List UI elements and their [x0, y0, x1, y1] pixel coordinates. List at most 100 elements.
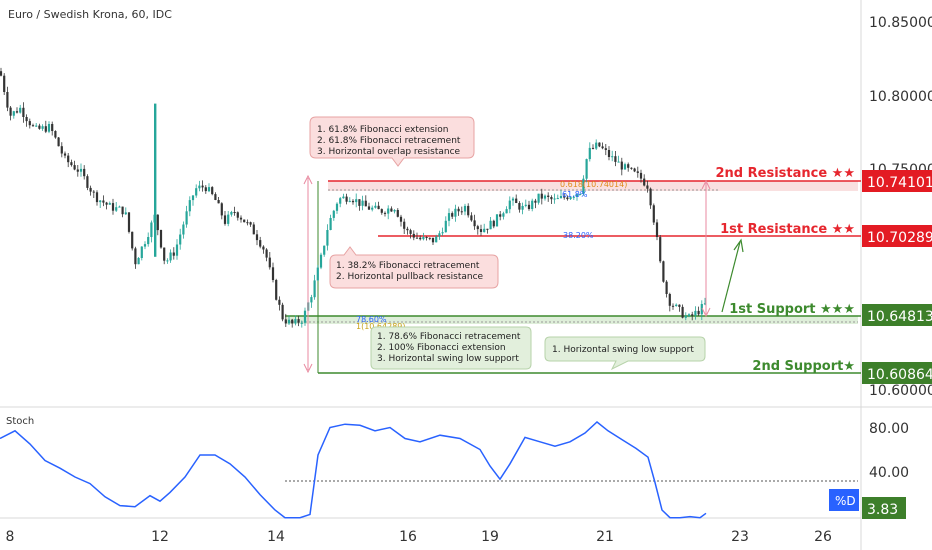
- candle-body: [342, 196, 345, 199]
- candle-body: [492, 220, 495, 227]
- candle-body: [297, 319, 300, 323]
- candle-body: [246, 222, 249, 224]
- svg-text:10.64813: 10.64813: [867, 309, 932, 325]
- callout-support-2[interactable]: 1. Horizontal swing low support: [544, 336, 706, 371]
- candle-spike: [154, 103, 157, 257]
- candle-body: [419, 237, 422, 240]
- candle-body: [268, 257, 271, 268]
- candle-body: [118, 206, 121, 208]
- candle-body: [441, 232, 444, 234]
- candle-body: [252, 224, 255, 235]
- candle-body: [543, 195, 547, 199]
- candle-body: [271, 267, 275, 280]
- candle-body: [406, 228, 409, 231]
- candle-body: [79, 168, 83, 172]
- candle-body: [601, 146, 604, 149]
- candle-body: [684, 316, 687, 318]
- candle-body: [409, 230, 412, 234]
- candle-body: [627, 164, 630, 168]
- support-2-label: 2nd Support★: [752, 359, 855, 374]
- measure-arrow-left: [303, 174, 313, 374]
- callout-resistance-2[interactable]: 1. 61.8% Fibonacci extension 2. 61.8% Fi…: [309, 116, 475, 167]
- candle-body: [607, 150, 611, 157]
- candle-body: [393, 210, 396, 212]
- candle-body: [547, 195, 550, 197]
- candle-body: [451, 213, 454, 217]
- time-tick: 12: [151, 529, 169, 545]
- stoch-title[interactable]: Stoch: [6, 416, 34, 427]
- time-tick: 23: [731, 529, 749, 545]
- candle-body: [319, 254, 323, 268]
- candle-body: [188, 200, 191, 212]
- candle-body: [92, 191, 95, 193]
- candle-body: [460, 211, 463, 213]
- candle-body: [630, 167, 633, 169]
- candle-body: [639, 172, 643, 179]
- candle-body: [572, 196, 575, 198]
- candle-body: [649, 188, 652, 206]
- candle-body: [505, 209, 508, 214]
- candle-body: [399, 216, 403, 222]
- candle-body: [563, 196, 566, 198]
- candle-body: [217, 200, 220, 204]
- candle-body: [236, 212, 239, 218]
- candle-body: [495, 214, 499, 227]
- candle-body: [611, 156, 614, 158]
- candle-body: [486, 228, 489, 230]
- candle-body: [6, 92, 9, 108]
- candle-body: [31, 125, 35, 127]
- price-tick: 10.60000: [869, 383, 932, 399]
- candle-body: [502, 213, 505, 217]
- candle-body: [207, 187, 211, 192]
- svg-text:1. 38.2% Fibonacci retracement: 1. 38.2% Fibonacci retracement: [336, 261, 480, 271]
- fib-label-618b: 61.8%: [562, 190, 588, 199]
- candle-body: [499, 214, 502, 217]
- symbol-title[interactable]: Euro / Swedish Krona, 60, IDC: [8, 8, 172, 21]
- candle-body: [479, 229, 483, 232]
- candle-body: [44, 126, 47, 132]
- candle-body: [438, 233, 441, 237]
- svg-text:3.83: 3.83: [867, 502, 898, 518]
- candle-body: [121, 206, 124, 215]
- stoch-tick: 80.00: [869, 421, 909, 437]
- candle-body: [515, 198, 518, 203]
- price-tick: 10.85000: [869, 15, 932, 31]
- candle-body: [457, 208, 460, 212]
- candle-body: [265, 249, 268, 258]
- candle-body: [428, 237, 431, 239]
- candle-body: [3, 75, 6, 92]
- candle-body: [28, 121, 31, 126]
- candle-body: [57, 137, 60, 147]
- fib-zone-618: [328, 181, 858, 191]
- price-tick: 10.80000: [869, 89, 932, 105]
- candle-body: [159, 230, 163, 248]
- fib-label-382: 38.20%: [563, 231, 594, 240]
- candle-body: [531, 200, 534, 209]
- candle-body: [175, 244, 179, 256]
- candle-body: [0, 71, 3, 76]
- candle-body: [278, 299, 281, 305]
- candle-body: [435, 236, 438, 243]
- candle-body: [115, 207, 118, 211]
- callout-support-1[interactable]: 1. 78.6% Fibonacci retracement 2. 100% F…: [370, 326, 532, 370]
- candle-body: [403, 221, 406, 229]
- candle-body: [220, 203, 223, 216]
- candle-body: [86, 176, 89, 188]
- svg-text:2. Horizontal pullback resista: 2. Horizontal pullback resistance: [336, 272, 484, 282]
- price-axis[interactable]: 10.85000 10.80000 10.75000 10.60000: [869, 15, 932, 399]
- time-axis[interactable]: 8 12 14 16 19 21 23 26: [6, 529, 832, 545]
- candle-body: [550, 197, 553, 200]
- candle-body: [137, 258, 140, 265]
- candle-body: [390, 208, 393, 212]
- candle-body: [518, 203, 521, 210]
- candle-body: [15, 111, 19, 113]
- time-tick: 8: [6, 529, 15, 545]
- candle-body: [623, 164, 627, 170]
- candle-body: [671, 305, 675, 307]
- candle-body: [655, 222, 659, 237]
- candle-body: [396, 210, 399, 217]
- callout-resistance-1[interactable]: 1. 38.2% Fibonacci retracement 2. Horizo…: [329, 246, 499, 289]
- candle-body: [262, 246, 265, 250]
- resistance-1-tag: 10.70289: [862, 225, 932, 247]
